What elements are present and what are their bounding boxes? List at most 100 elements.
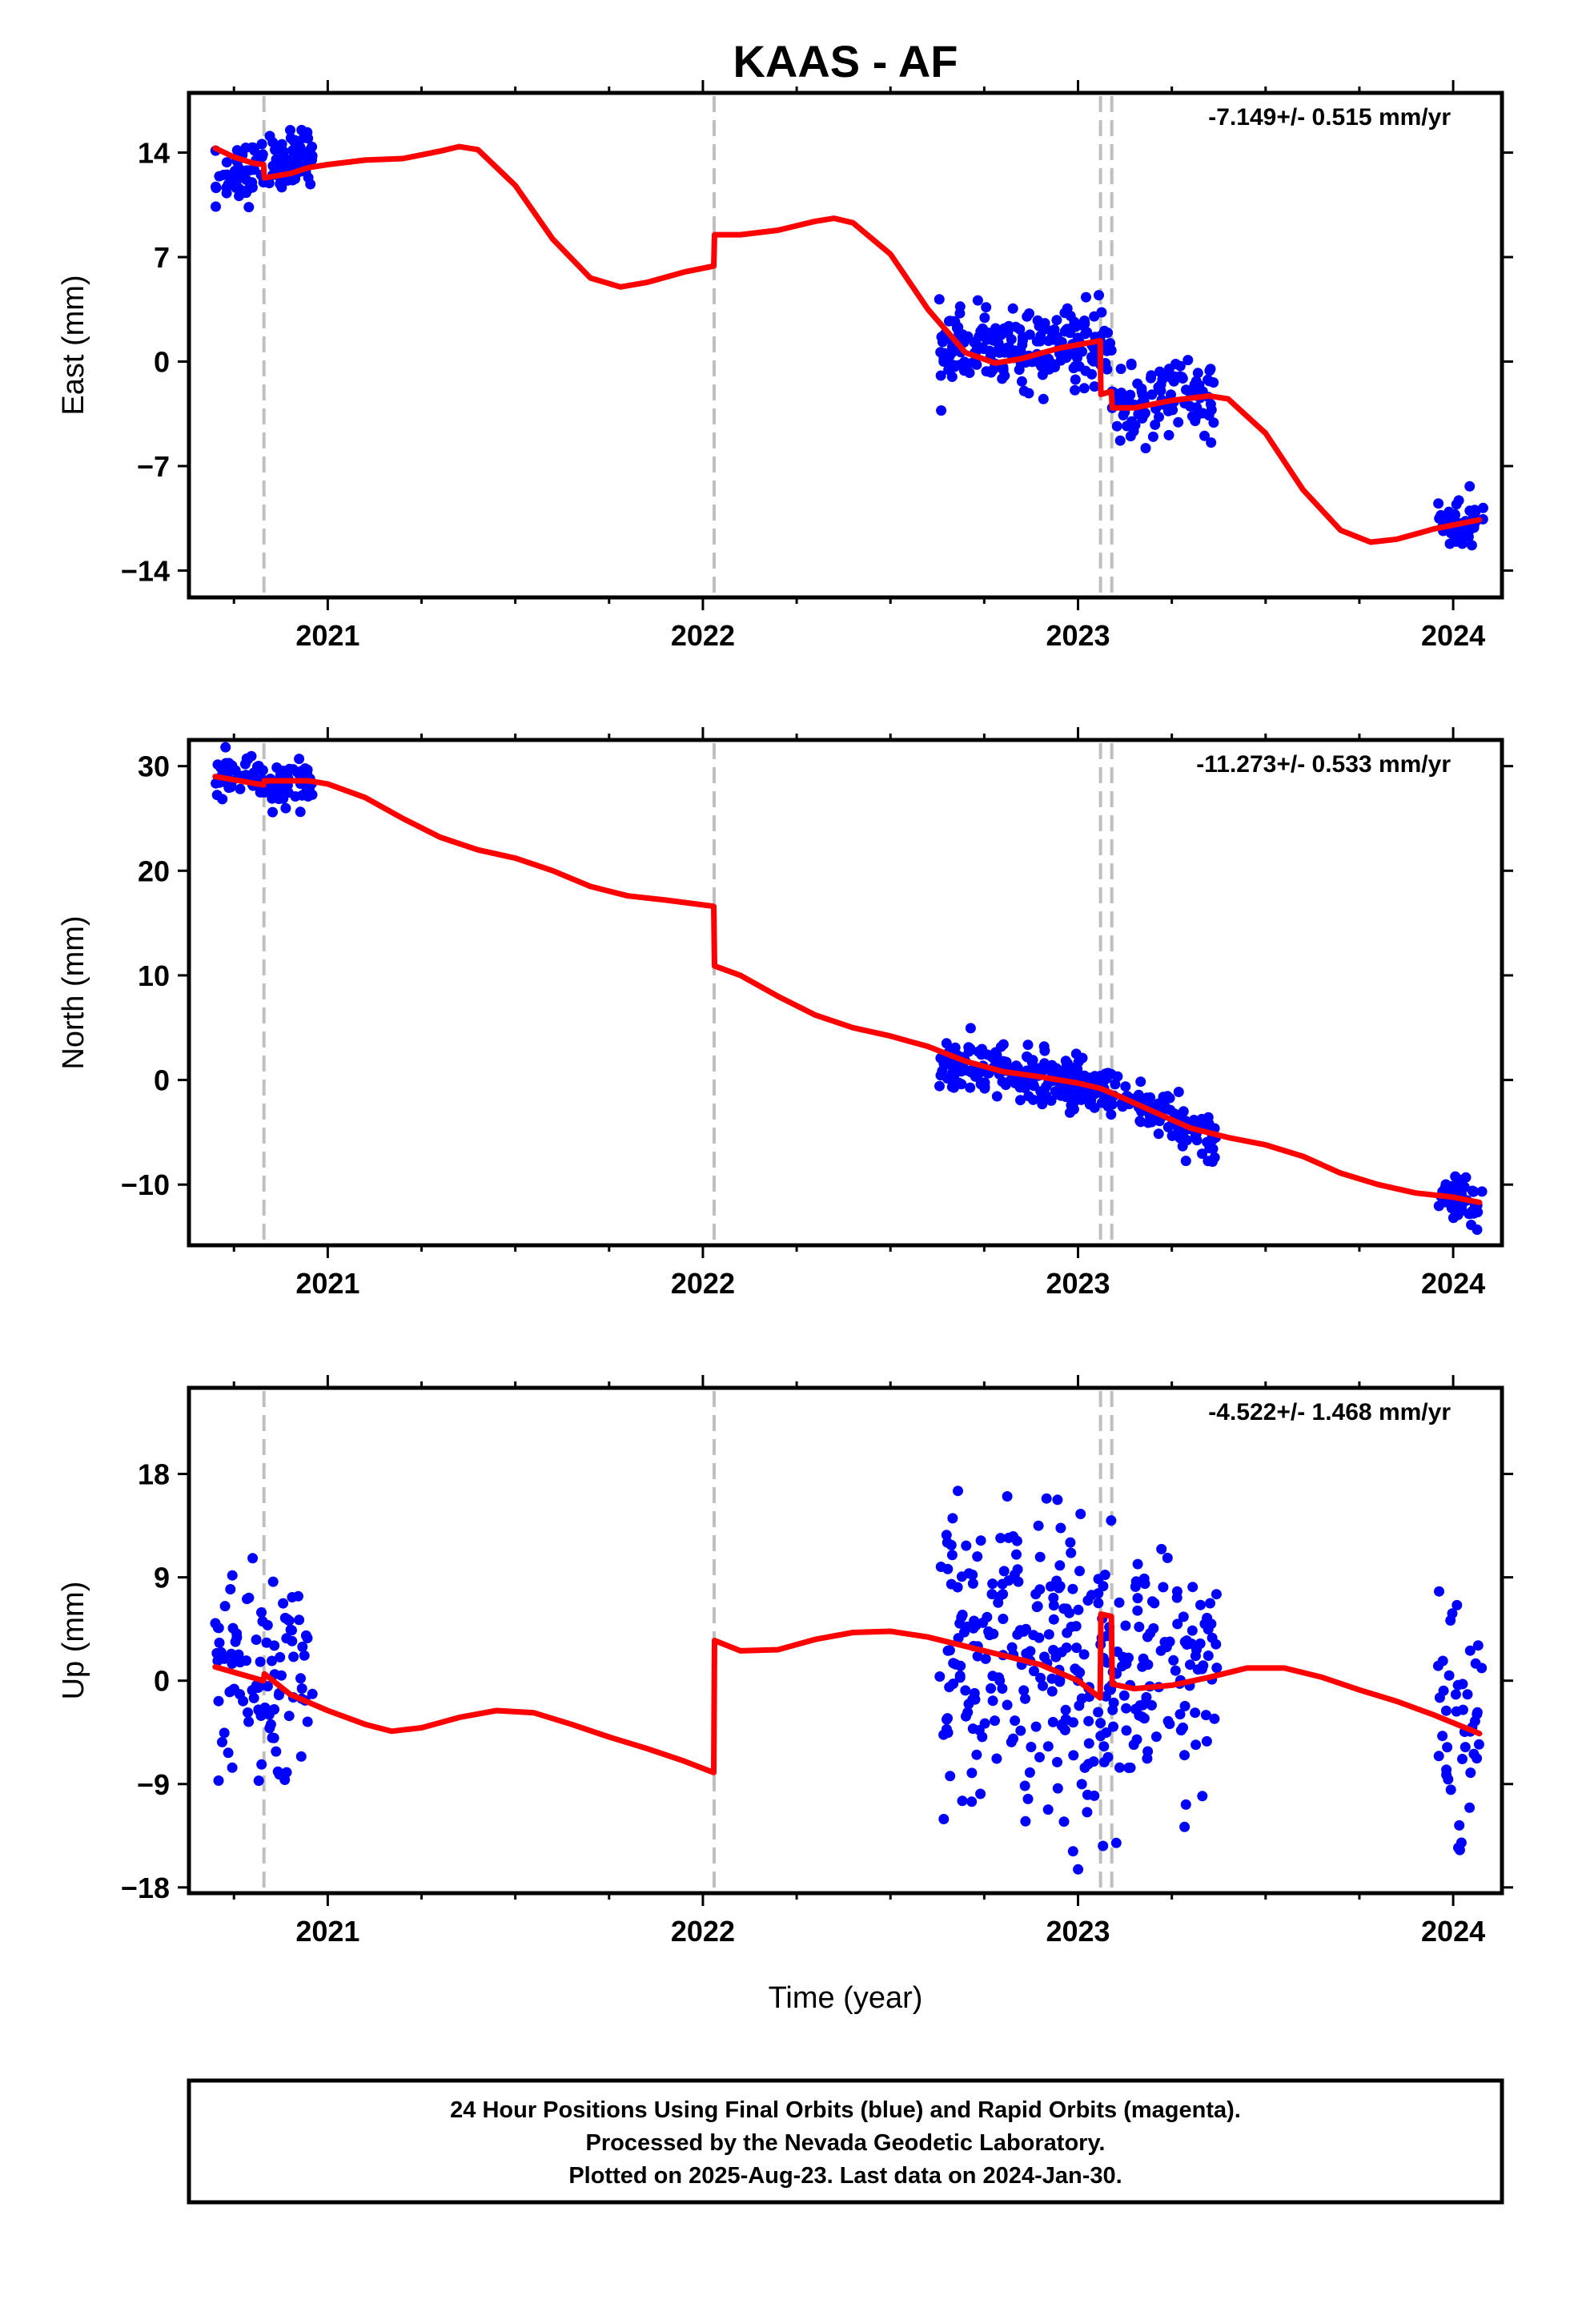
north-data-point bbox=[1209, 1152, 1220, 1163]
east-data-point bbox=[288, 135, 299, 147]
east-panel: −14 −7 0 7 14 2021 2022 2023 2024 East (mm) -7.149… bbox=[57, 80, 1513, 652]
up-data-point bbox=[1011, 1549, 1022, 1560]
up-data-point bbox=[1030, 1721, 1042, 1732]
up-data-point bbox=[1200, 1710, 1211, 1721]
east-data-point bbox=[243, 202, 255, 213]
up-data-point bbox=[1110, 1837, 1122, 1848]
north-data-point bbox=[217, 761, 228, 772]
north-data-point bbox=[246, 750, 257, 762]
up-data-point bbox=[279, 1775, 291, 1785]
east-data-point bbox=[229, 166, 240, 176]
north-data-point bbox=[280, 802, 291, 814]
up-data-point bbox=[287, 1635, 298, 1647]
north-data-point bbox=[1015, 1095, 1026, 1106]
up-data-point bbox=[938, 1729, 950, 1740]
up-data-point bbox=[1450, 1689, 1461, 1700]
up-data-point bbox=[1130, 1581, 1141, 1592]
east-data-point bbox=[1163, 429, 1174, 440]
up-data-point bbox=[1008, 1531, 1018, 1542]
north-data-point bbox=[1447, 1212, 1459, 1224]
up-data-point bbox=[1043, 1629, 1054, 1640]
up-data-point bbox=[1083, 1738, 1094, 1749]
north-data-point bbox=[1204, 1143, 1215, 1154]
up-data-point bbox=[1442, 1742, 1453, 1753]
up-data-point bbox=[1472, 1753, 1483, 1764]
north-data-point bbox=[1449, 1180, 1460, 1191]
up-data-point bbox=[1118, 1690, 1130, 1701]
up-frame bbox=[187, 1385, 1504, 1896]
east-data-point bbox=[1464, 480, 1476, 492]
east-data-point bbox=[293, 157, 304, 168]
up-data-point bbox=[998, 1614, 1009, 1624]
up-data-point bbox=[956, 1612, 967, 1622]
north-data-point bbox=[1190, 1131, 1201, 1142]
up-data-point bbox=[1464, 1802, 1476, 1813]
north-data-point bbox=[1134, 1116, 1146, 1127]
east-data-point bbox=[223, 179, 234, 190]
up-data-point bbox=[934, 1671, 946, 1682]
up-data-point bbox=[1032, 1601, 1043, 1612]
east-data-point bbox=[232, 182, 243, 193]
east-data-point bbox=[1022, 311, 1033, 322]
up-data-point bbox=[1020, 1815, 1031, 1827]
footer-box: 24 Hour Positions Using Final Orbits (bl… bbox=[187, 2078, 1504, 2205]
north-ytick-label: 0 bbox=[154, 1064, 170, 1097]
north-data-point bbox=[941, 1038, 952, 1049]
north-data-point bbox=[1120, 1081, 1131, 1092]
up-data-point bbox=[997, 1578, 1008, 1590]
east-data-point bbox=[256, 139, 267, 150]
up-data-point bbox=[1170, 1665, 1181, 1676]
north-data-point bbox=[1035, 1086, 1046, 1097]
up-data-point bbox=[1052, 1756, 1062, 1767]
east-data-point bbox=[1002, 326, 1013, 337]
up-data-point bbox=[1433, 1751, 1444, 1762]
east-data-point bbox=[1466, 540, 1477, 551]
up-data-point bbox=[235, 1657, 246, 1668]
up-data-point bbox=[1137, 1711, 1148, 1723]
up-data-point bbox=[256, 1759, 267, 1770]
north-data-point bbox=[211, 790, 223, 801]
up-data-point bbox=[1041, 1493, 1052, 1504]
north-data-point bbox=[1468, 1186, 1480, 1197]
north-data-point bbox=[1089, 1102, 1100, 1113]
up-data-point bbox=[1073, 1604, 1084, 1615]
east-ytick-label: 14 bbox=[138, 137, 170, 170]
up-rate-label: -4.522+/- 1.468 mm/yr bbox=[1208, 1399, 1451, 1425]
up-data-point bbox=[1048, 1614, 1059, 1625]
up-data-point bbox=[294, 1614, 305, 1626]
east-data-point bbox=[1167, 404, 1178, 416]
up-data-point bbox=[1034, 1632, 1045, 1643]
east-data-point bbox=[998, 364, 1009, 376]
north-data-point bbox=[965, 1043, 976, 1055]
north-data-point bbox=[1177, 1140, 1188, 1152]
east-data-point bbox=[1115, 364, 1126, 375]
up-data-point bbox=[255, 1711, 267, 1721]
up-data-point bbox=[1168, 1655, 1179, 1666]
east-data-point bbox=[1208, 417, 1219, 428]
up-data-point bbox=[257, 1616, 268, 1627]
north-data-point bbox=[1180, 1156, 1191, 1167]
up-data-point bbox=[975, 1788, 986, 1799]
north-data-point bbox=[949, 1060, 960, 1071]
up-data-point bbox=[1114, 1597, 1125, 1608]
up-data-point bbox=[961, 1540, 972, 1551]
up-data-point bbox=[1071, 1642, 1082, 1654]
east-data-point bbox=[1082, 327, 1093, 338]
up-xtick-label: 2024 bbox=[1421, 1915, 1485, 1948]
north-ytick-label: 30 bbox=[138, 750, 170, 783]
up-data-point bbox=[217, 1736, 227, 1747]
north-data-point bbox=[1038, 1041, 1050, 1052]
east-data-point bbox=[1150, 419, 1161, 430]
up-data-point bbox=[1067, 1583, 1078, 1594]
east-data-point bbox=[1041, 324, 1052, 335]
north-frame bbox=[187, 738, 1504, 1248]
up-data-point bbox=[947, 1513, 958, 1524]
north-data-point bbox=[990, 1053, 1002, 1064]
up-data-point bbox=[967, 1723, 978, 1735]
up-data-point bbox=[213, 1775, 224, 1786]
up-data-point bbox=[1030, 1589, 1042, 1600]
east-data-point bbox=[307, 141, 318, 152]
up-data-point bbox=[995, 1533, 1006, 1544]
up-data-point bbox=[267, 1576, 279, 1587]
east-data-point bbox=[211, 183, 222, 194]
